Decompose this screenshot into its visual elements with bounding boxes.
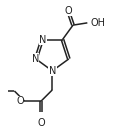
Text: N: N: [49, 66, 56, 76]
Text: O: O: [65, 6, 72, 16]
Text: O: O: [16, 96, 24, 106]
Text: N: N: [32, 54, 39, 64]
Text: OH: OH: [91, 18, 106, 28]
Text: N: N: [39, 35, 46, 45]
Text: O: O: [37, 118, 45, 127]
